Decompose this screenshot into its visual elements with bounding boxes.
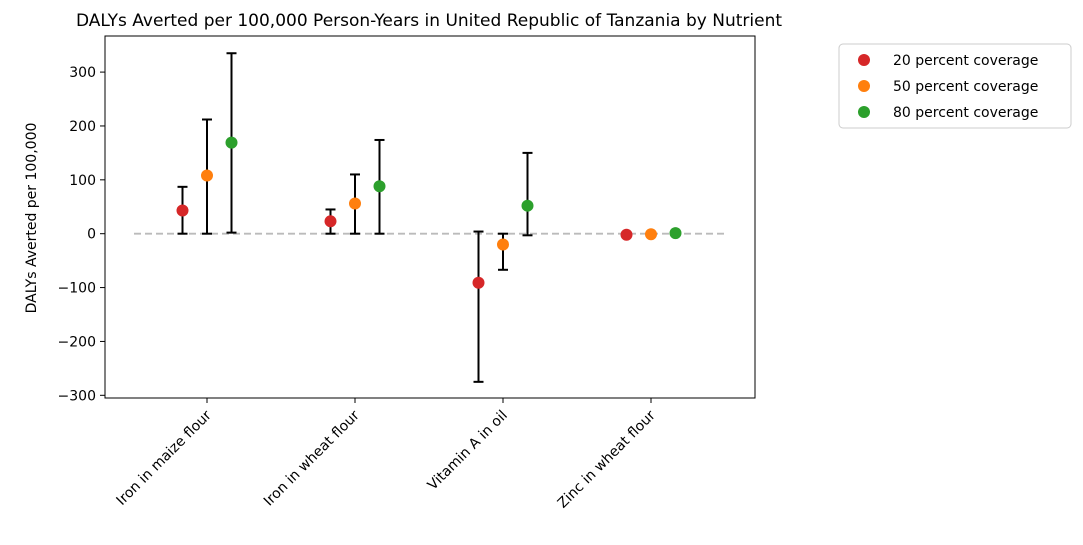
- y-tick-label: −100: [58, 281, 96, 297]
- legend: 20 percent coverage 50 percent coverage 80…: [838, 43, 1072, 129]
- data-point: [225, 136, 238, 149]
- y-tick-label: −300: [58, 388, 96, 404]
- data-point: [620, 228, 633, 241]
- data-point: [472, 276, 485, 289]
- y-axis-label: DALYs Averted per 100,000: [24, 123, 40, 314]
- legend-marker: [858, 106, 870, 118]
- legend-marker: [858, 54, 870, 66]
- data-point: [497, 238, 509, 251]
- data-point: [324, 215, 337, 228]
- y-tick-label: 200: [69, 119, 96, 135]
- y-tick-label: −200: [58, 334, 96, 350]
- y-tick-label: 0: [87, 227, 96, 243]
- data-point: [645, 228, 657, 241]
- y-tick-label: 100: [69, 173, 96, 189]
- chart-title: DALYs Averted per 100,000 Person-Years i…: [76, 11, 782, 31]
- data-point: [373, 180, 386, 193]
- plot-frame: [104, 35, 756, 399]
- x-tick-label: Vitamin A in oil: [425, 408, 511, 494]
- legend-label: 80 percent coverage: [893, 105, 1038, 121]
- data-point: [521, 199, 534, 212]
- data-point: [669, 227, 682, 240]
- data-point: [349, 197, 361, 210]
- x-tick-label: Iron in maize flour: [114, 407, 215, 508]
- legend-marker: [858, 80, 870, 92]
- legend-label: 20 percent coverage: [893, 53, 1038, 69]
- y-tick-label: 300: [69, 65, 96, 81]
- plot-area: −300 −200 −100 0 100 200 300 Iron in maize flou…: [58, 35, 756, 512]
- x-tick-label: Zinc in wheat flour: [555, 407, 659, 511]
- legend-frame: [838, 43, 1072, 129]
- data-point: [201, 169, 213, 182]
- legend-label: 50 percent coverage: [893, 79, 1038, 95]
- data-point: [176, 204, 189, 217]
- x-tick-label: Iron in wheat flour: [261, 407, 363, 509]
